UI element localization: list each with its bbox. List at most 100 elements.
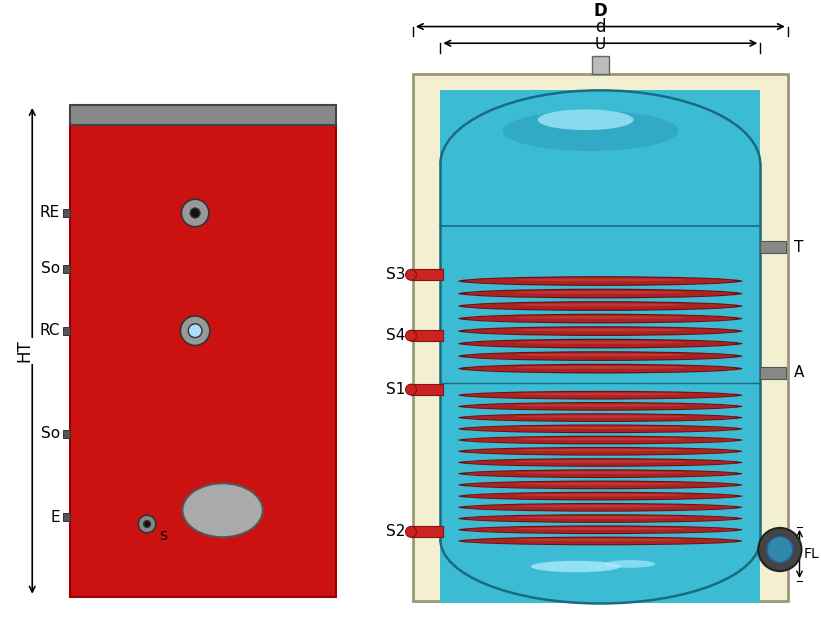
Ellipse shape	[466, 365, 736, 372]
Ellipse shape	[466, 290, 736, 297]
Ellipse shape	[466, 436, 736, 443]
Ellipse shape	[466, 315, 736, 322]
Text: HT: HT	[16, 340, 34, 362]
Text: S2: S2	[386, 524, 405, 539]
Circle shape	[406, 330, 416, 341]
Ellipse shape	[466, 482, 736, 488]
Ellipse shape	[515, 291, 686, 294]
Ellipse shape	[515, 341, 686, 344]
Ellipse shape	[440, 476, 760, 604]
Ellipse shape	[458, 503, 743, 512]
Bar	[70, 125, 337, 597]
Circle shape	[759, 528, 801, 571]
Bar	[70, 105, 337, 125]
Ellipse shape	[458, 338, 743, 349]
Text: T: T	[794, 240, 803, 255]
Circle shape	[190, 208, 200, 218]
Ellipse shape	[466, 426, 736, 432]
Ellipse shape	[515, 426, 686, 429]
Ellipse shape	[466, 538, 736, 544]
Text: So: So	[40, 426, 60, 441]
Ellipse shape	[466, 493, 736, 499]
Ellipse shape	[515, 505, 686, 507]
Ellipse shape	[466, 459, 736, 466]
Text: A: A	[794, 365, 804, 381]
Ellipse shape	[182, 484, 263, 537]
Circle shape	[406, 269, 416, 280]
Ellipse shape	[515, 328, 686, 332]
Bar	[760, 241, 786, 253]
Ellipse shape	[466, 327, 736, 335]
Bar	[411, 269, 443, 280]
Circle shape	[144, 521, 150, 528]
Ellipse shape	[515, 516, 686, 519]
Bar	[62, 430, 70, 438]
Text: FL: FL	[804, 547, 819, 561]
Ellipse shape	[515, 472, 686, 474]
Circle shape	[138, 515, 156, 533]
Ellipse shape	[458, 458, 743, 467]
Bar	[591, 56, 609, 73]
Ellipse shape	[458, 351, 743, 361]
Circle shape	[181, 316, 210, 345]
Circle shape	[406, 526, 416, 537]
Bar	[62, 513, 70, 521]
Ellipse shape	[466, 278, 736, 284]
Text: D: D	[594, 2, 608, 19]
Ellipse shape	[458, 326, 743, 336]
Ellipse shape	[515, 316, 686, 319]
Ellipse shape	[466, 403, 736, 409]
Ellipse shape	[515, 539, 686, 541]
Ellipse shape	[458, 514, 743, 523]
Ellipse shape	[440, 90, 760, 237]
Ellipse shape	[604, 560, 655, 568]
Ellipse shape	[515, 494, 686, 496]
Ellipse shape	[466, 340, 736, 347]
Ellipse shape	[466, 414, 736, 421]
Ellipse shape	[458, 301, 743, 311]
Ellipse shape	[531, 561, 621, 572]
Ellipse shape	[458, 413, 743, 422]
Ellipse shape	[466, 526, 736, 533]
Ellipse shape	[458, 289, 743, 298]
Bar	[411, 526, 443, 537]
Bar	[760, 367, 786, 379]
Ellipse shape	[458, 469, 743, 478]
Text: S3: S3	[386, 268, 405, 283]
Ellipse shape	[466, 303, 736, 310]
Ellipse shape	[515, 528, 686, 530]
Ellipse shape	[458, 480, 743, 489]
Ellipse shape	[515, 438, 686, 440]
Ellipse shape	[458, 492, 743, 501]
Circle shape	[188, 324, 202, 338]
Ellipse shape	[458, 364, 743, 374]
Ellipse shape	[515, 366, 686, 369]
Ellipse shape	[458, 425, 743, 433]
Text: U: U	[594, 37, 606, 52]
Ellipse shape	[458, 526, 743, 534]
Ellipse shape	[515, 404, 686, 407]
Text: S4: S4	[386, 328, 405, 343]
Ellipse shape	[458, 402, 743, 411]
Text: d: d	[595, 18, 606, 36]
Bar	[411, 384, 443, 395]
Ellipse shape	[515, 354, 686, 357]
Ellipse shape	[458, 447, 743, 456]
Text: RE: RE	[39, 205, 60, 220]
Ellipse shape	[502, 111, 678, 151]
Ellipse shape	[466, 448, 736, 455]
Ellipse shape	[466, 470, 736, 477]
Ellipse shape	[458, 314, 743, 323]
Ellipse shape	[515, 460, 686, 463]
Circle shape	[767, 537, 792, 562]
Bar	[62, 209, 70, 217]
Bar	[62, 327, 70, 335]
Ellipse shape	[515, 278, 686, 281]
Ellipse shape	[515, 415, 686, 418]
Text: S1: S1	[386, 382, 405, 397]
Text: So: So	[40, 261, 60, 276]
Ellipse shape	[466, 515, 736, 522]
Ellipse shape	[515, 393, 686, 396]
Text: E: E	[50, 510, 60, 524]
Bar	[413, 73, 787, 600]
